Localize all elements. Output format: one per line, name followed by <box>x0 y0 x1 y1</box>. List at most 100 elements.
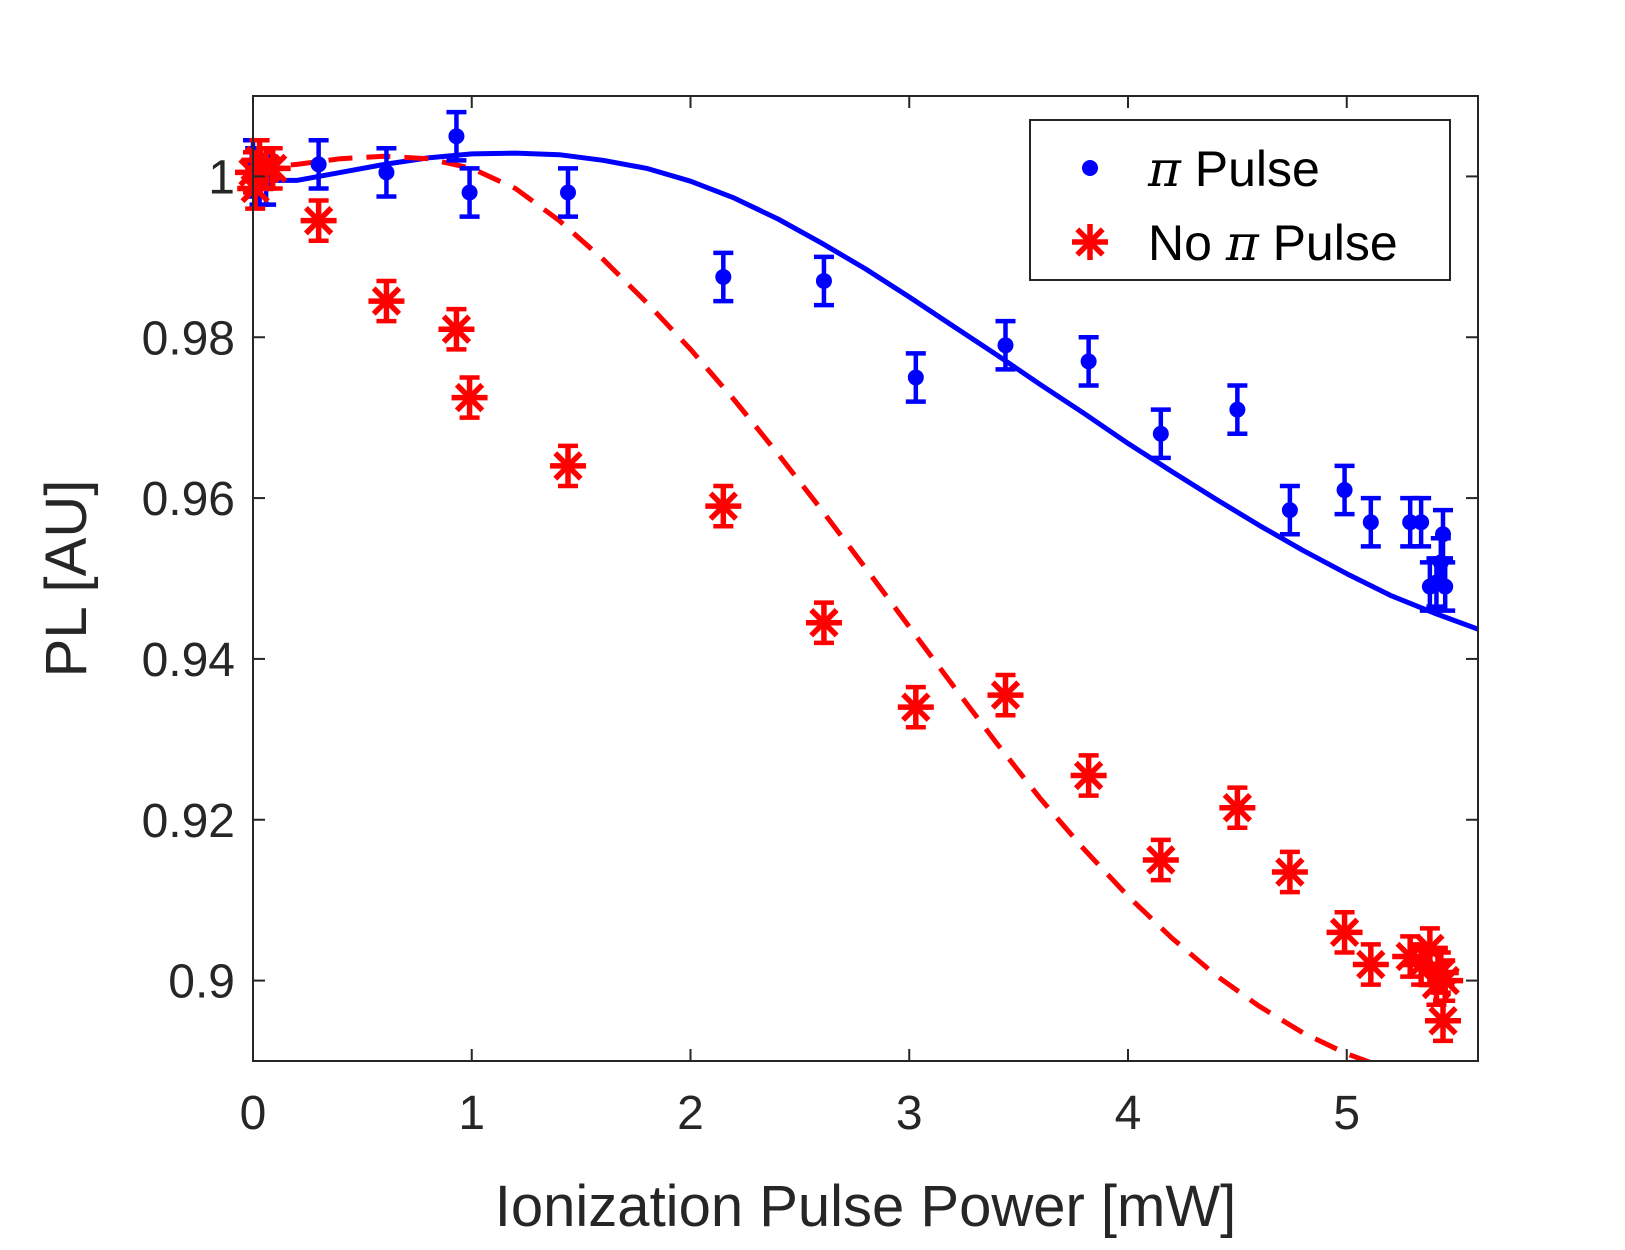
point-marker <box>1281 502 1298 519</box>
point-marker-stroke <box>553 451 583 481</box>
y-tick-label: 0.98 <box>142 312 235 365</box>
data-point-0-12 <box>995 318 1016 372</box>
data-point-1-13 <box>987 672 1024 718</box>
point-marker <box>1402 514 1419 531</box>
y-axis-label: PL [AU] <box>34 480 99 678</box>
data-point-0-15 <box>1227 383 1248 436</box>
point-marker <box>1435 526 1451 543</box>
y-tick-label: 0.92 <box>142 795 235 848</box>
point-marker <box>815 272 832 289</box>
legend-entry-pi: π <box>1225 214 1260 272</box>
point-marker <box>1437 578 1454 595</box>
point-marker <box>1080 353 1097 370</box>
point-marker <box>907 369 924 386</box>
data-point-1-6 <box>368 278 405 324</box>
data-point-0-6 <box>446 109 467 163</box>
data-point-0-20 <box>1411 495 1432 549</box>
point-marker-stroke <box>809 608 839 638</box>
legend-marker-dot <box>1082 160 1098 176</box>
data-point-1-9 <box>550 443 586 489</box>
data-point-0-13 <box>1078 335 1099 388</box>
point-marker-stroke <box>1329 917 1360 948</box>
legend: π Pulse No π Pulse <box>1029 119 1451 281</box>
data-point-1-16 <box>1219 785 1256 831</box>
point-marker <box>560 184 576 201</box>
data-point-1-18 <box>1326 909 1363 955</box>
point-marker <box>715 268 732 285</box>
point-marker-stroke <box>371 286 402 316</box>
data-point-1-11 <box>805 600 842 646</box>
x-tick-label: 1 <box>458 1087 485 1140</box>
data-point-1-14 <box>1070 753 1107 798</box>
data-point-0-5 <box>376 146 397 199</box>
x-tick-label: 5 <box>1333 1087 1360 1140</box>
legend-marker-asterisk <box>1075 227 1105 257</box>
data-point-1-10 <box>705 483 742 529</box>
legend-entry-0: π Pulse <box>1147 140 1320 198</box>
point-marker-stroke <box>303 205 334 236</box>
x-tick-label: 2 <box>677 1087 704 1140</box>
point-marker <box>461 184 478 201</box>
legend-entry-pi: π <box>1147 140 1182 198</box>
point-marker-stroke <box>1222 793 1253 823</box>
data-point-1-26 <box>1427 958 1464 1003</box>
point-marker-stroke <box>1430 965 1460 996</box>
point-marker-stroke <box>990 680 1021 710</box>
point-marker <box>310 156 327 173</box>
point-marker-stroke <box>1356 949 1386 980</box>
point-marker-stroke <box>901 692 931 722</box>
data-point-1-12 <box>897 684 934 730</box>
point-marker-stroke <box>1146 845 1176 875</box>
y-tick-label: 0.94 <box>142 634 235 687</box>
data-point-0-14 <box>1150 407 1171 461</box>
data-point-0-18 <box>1360 495 1381 549</box>
point-marker-stroke <box>454 382 485 413</box>
x-tick-label: 3 <box>896 1087 923 1140</box>
point-marker-stroke <box>441 314 472 344</box>
data-point-1-15 <box>1142 837 1179 883</box>
data-point-1-17 <box>1271 849 1308 895</box>
point-marker <box>1413 514 1430 531</box>
data-point-1-5 <box>300 198 337 243</box>
legend-entry-rest: Pulse <box>1181 141 1320 197</box>
x-axis-label: Ionization Pulse Power [mW] <box>495 1174 1236 1239</box>
x-tick-label: 4 <box>1115 1087 1142 1140</box>
data-point-0-16 <box>1279 483 1300 537</box>
data-point-0-4 <box>308 137 329 191</box>
legend-entry-prefix: No <box>1148 215 1226 271</box>
data-point-0-24 <box>1433 507 1453 561</box>
data-point-0-10 <box>813 254 834 308</box>
data-point-1-8 <box>451 375 488 420</box>
point-marker-stroke <box>1275 857 1305 887</box>
legend-entry-rest: Pulse <box>1259 215 1398 271</box>
point-marker-stroke <box>1415 933 1445 964</box>
data-point-0-7 <box>459 166 480 219</box>
axes-box <box>252 95 1479 1062</box>
point-marker <box>378 164 395 181</box>
point-marker <box>997 337 1014 354</box>
point-marker-stroke <box>1073 760 1104 791</box>
y-tick-label: 0.9 <box>168 956 235 1009</box>
data-point-1-25 <box>1425 998 1461 1044</box>
data-point-1-19 <box>1352 942 1389 987</box>
data-point-0-9 <box>713 250 734 304</box>
y-tick-label: 0.96 <box>142 473 235 526</box>
point-marker <box>1229 401 1246 418</box>
y-tick-label: 1 <box>208 151 235 204</box>
data-points <box>235 109 1464 1044</box>
data-point-1-4 <box>254 146 291 191</box>
point-marker <box>1152 425 1169 442</box>
data-point-0-25 <box>1435 560 1456 613</box>
data-point-0-17 <box>1334 463 1355 517</box>
fit-line-1 <box>253 153 1374 1061</box>
x-tick-label: 0 <box>240 1087 267 1140</box>
data-point-1-7 <box>438 306 475 352</box>
point-marker <box>1336 482 1353 499</box>
data-point-0-11 <box>905 351 926 404</box>
point-marker <box>448 128 465 145</box>
data-point-0-8 <box>558 166 578 219</box>
point-marker <box>1362 514 1379 531</box>
point-marker-stroke <box>1428 1006 1458 1036</box>
